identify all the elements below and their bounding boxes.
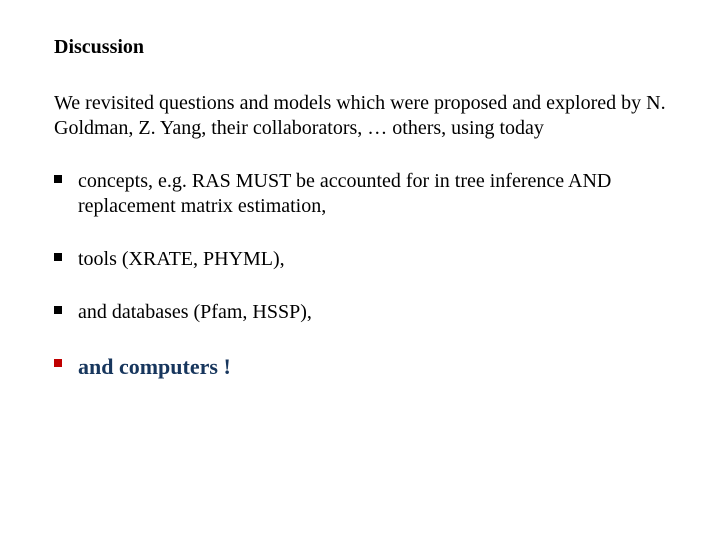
intro-paragraph: We revisited questions and models which … [54,91,666,141]
square-bullet-icon [54,353,78,367]
bullet-text: concepts, e.g. RAS MUST be accounted for… [78,169,666,219]
square-bullet-icon [54,169,78,183]
square-bullet-icon [54,247,78,261]
bullet-text: and databases (Pfam, HSSP), [78,300,666,325]
bullet-item-concepts: concepts, e.g. RAS MUST be accounted for… [54,169,666,219]
bullet-text-emphasis: and computers ! [78,353,666,381]
bullet-item-databases: and databases (Pfam, HSSP), [54,300,666,325]
slide: Discussion We revisited questions and mo… [0,0,720,540]
square-bullet-icon [54,300,78,314]
bullet-text: tools (XRATE, PHYML), [78,247,666,272]
bullet-item-tools: tools (XRATE, PHYML), [54,247,666,272]
bullet-item-computers: and computers ! [54,353,666,381]
slide-title: Discussion [54,36,666,59]
